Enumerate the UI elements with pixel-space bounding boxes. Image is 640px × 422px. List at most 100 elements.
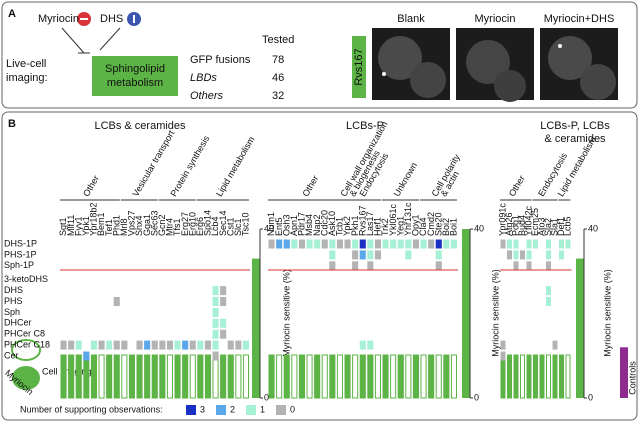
table-name: Others — [190, 90, 224, 102]
heat-cell — [513, 261, 519, 271]
imaging-box — [227, 354, 234, 399]
heat-cell — [344, 239, 351, 249]
heat-cell — [352, 250, 359, 260]
heat-cell — [367, 340, 374, 350]
heat-cell — [382, 239, 389, 249]
imaging-box — [268, 354, 275, 399]
imaging-box — [98, 354, 105, 399]
imaging-box — [539, 354, 545, 399]
imaging-box — [291, 354, 298, 399]
category-label: Lipid metabolism — [214, 135, 256, 198]
side-label: Cell imaging — [42, 366, 92, 376]
gene-label: Slc1 — [233, 218, 243, 236]
heat-cell — [500, 351, 506, 361]
heat-cell — [227, 340, 234, 350]
gene-label: Erg6 — [195, 217, 205, 236]
heat-cell — [220, 318, 227, 328]
gene-label: Sec63 — [149, 210, 159, 236]
panel-a-frame — [1, 1, 638, 109]
heat-cell — [367, 250, 374, 260]
legend-title: Number of supporting observations: — [20, 404, 163, 414]
imaging-box — [68, 354, 75, 399]
heat-cell — [106, 340, 113, 350]
gene-label: Osh3 — [281, 214, 291, 236]
heat-cell — [144, 340, 151, 350]
imaging-box — [197, 354, 204, 399]
heat-cell — [412, 239, 419, 249]
table-value: 78 — [272, 54, 284, 66]
heat-cell — [166, 340, 173, 350]
gene-label: Yeg1 — [395, 216, 405, 236]
category-label: Other — [507, 174, 527, 198]
heat-cell — [212, 329, 219, 339]
heat-cell — [450, 239, 457, 249]
gene-label: Erg10 — [187, 212, 197, 236]
legend-swatch — [276, 405, 286, 415]
row-label: PHS — [4, 296, 23, 306]
imaging-box — [235, 354, 242, 399]
imaging-box — [329, 354, 336, 399]
gene-label: Ecm25 — [530, 208, 540, 236]
controls-label: Controls — [627, 361, 637, 395]
imaging-box — [546, 354, 551, 399]
gene-label: Ypk2 — [342, 216, 352, 236]
row-label: DHS-1P — [4, 238, 37, 248]
imaging-box — [128, 354, 135, 399]
imaging-box — [113, 354, 120, 399]
strain-label: Rvs167 — [353, 48, 365, 85]
imaging-box — [242, 354, 249, 399]
heat-cell — [121, 340, 128, 350]
imaging-box — [405, 354, 412, 399]
imaging-box — [533, 354, 538, 399]
row-label: Sph-1P — [4, 260, 34, 270]
gene-label: Trk2 — [380, 218, 390, 236]
imaging-box — [513, 354, 519, 399]
imaging-box — [336, 354, 343, 399]
imaging-box — [450, 354, 457, 399]
heat-cell — [546, 239, 551, 249]
row-label: Sph — [4, 307, 20, 317]
heat-cell — [435, 239, 442, 249]
row-label: Live-cell — [6, 58, 46, 70]
gene-label: Cla4 — [418, 217, 428, 236]
heat-cell — [367, 261, 374, 271]
imaging-box — [382, 354, 389, 399]
imaging-box — [420, 354, 427, 399]
gene-label: Snx4 — [134, 215, 144, 236]
imaging-box — [144, 354, 151, 399]
gene-label: Bud4 — [517, 215, 527, 236]
gene-label: Rvs167 — [357, 205, 367, 236]
image-label: Myriocin+DHS — [544, 13, 615, 25]
gene-label: Fyv1 — [73, 216, 83, 236]
legend-label: 3 — [200, 404, 205, 414]
heat-cell — [204, 340, 211, 350]
group-title: & ceramides — [544, 133, 606, 145]
gene-label: Opy1 — [411, 214, 421, 236]
gene-label: Boi2 — [441, 218, 451, 236]
gene-label: Gcn2 — [157, 214, 167, 236]
imaging-box — [552, 354, 558, 399]
imaging-box — [390, 354, 397, 399]
gene-label: Ato3 — [537, 217, 547, 236]
gene-label: Ste20 — [433, 212, 443, 236]
imaging-box — [565, 354, 571, 399]
heat-cell — [212, 351, 219, 361]
imaging-box — [204, 354, 211, 399]
cell — [410, 62, 446, 98]
gene-label: Yhr131c — [403, 202, 413, 236]
heat-cell — [113, 340, 120, 350]
imaging-box — [220, 354, 227, 399]
row-label: DHCer — [4, 318, 32, 328]
imaging-box — [359, 354, 366, 399]
category-label: Other — [300, 174, 320, 198]
cell — [580, 64, 616, 100]
heat-cell — [513, 250, 519, 260]
imaging-box — [367, 354, 374, 399]
axis-title: Myriocin sensitive (%) — [602, 269, 612, 357]
gene-label: Tef1 — [104, 219, 114, 236]
icon-minus — [80, 18, 88, 20]
heat-cell — [559, 250, 564, 260]
pathway-label: Sphingolipid — [105, 63, 165, 75]
imaging-box — [75, 354, 82, 399]
